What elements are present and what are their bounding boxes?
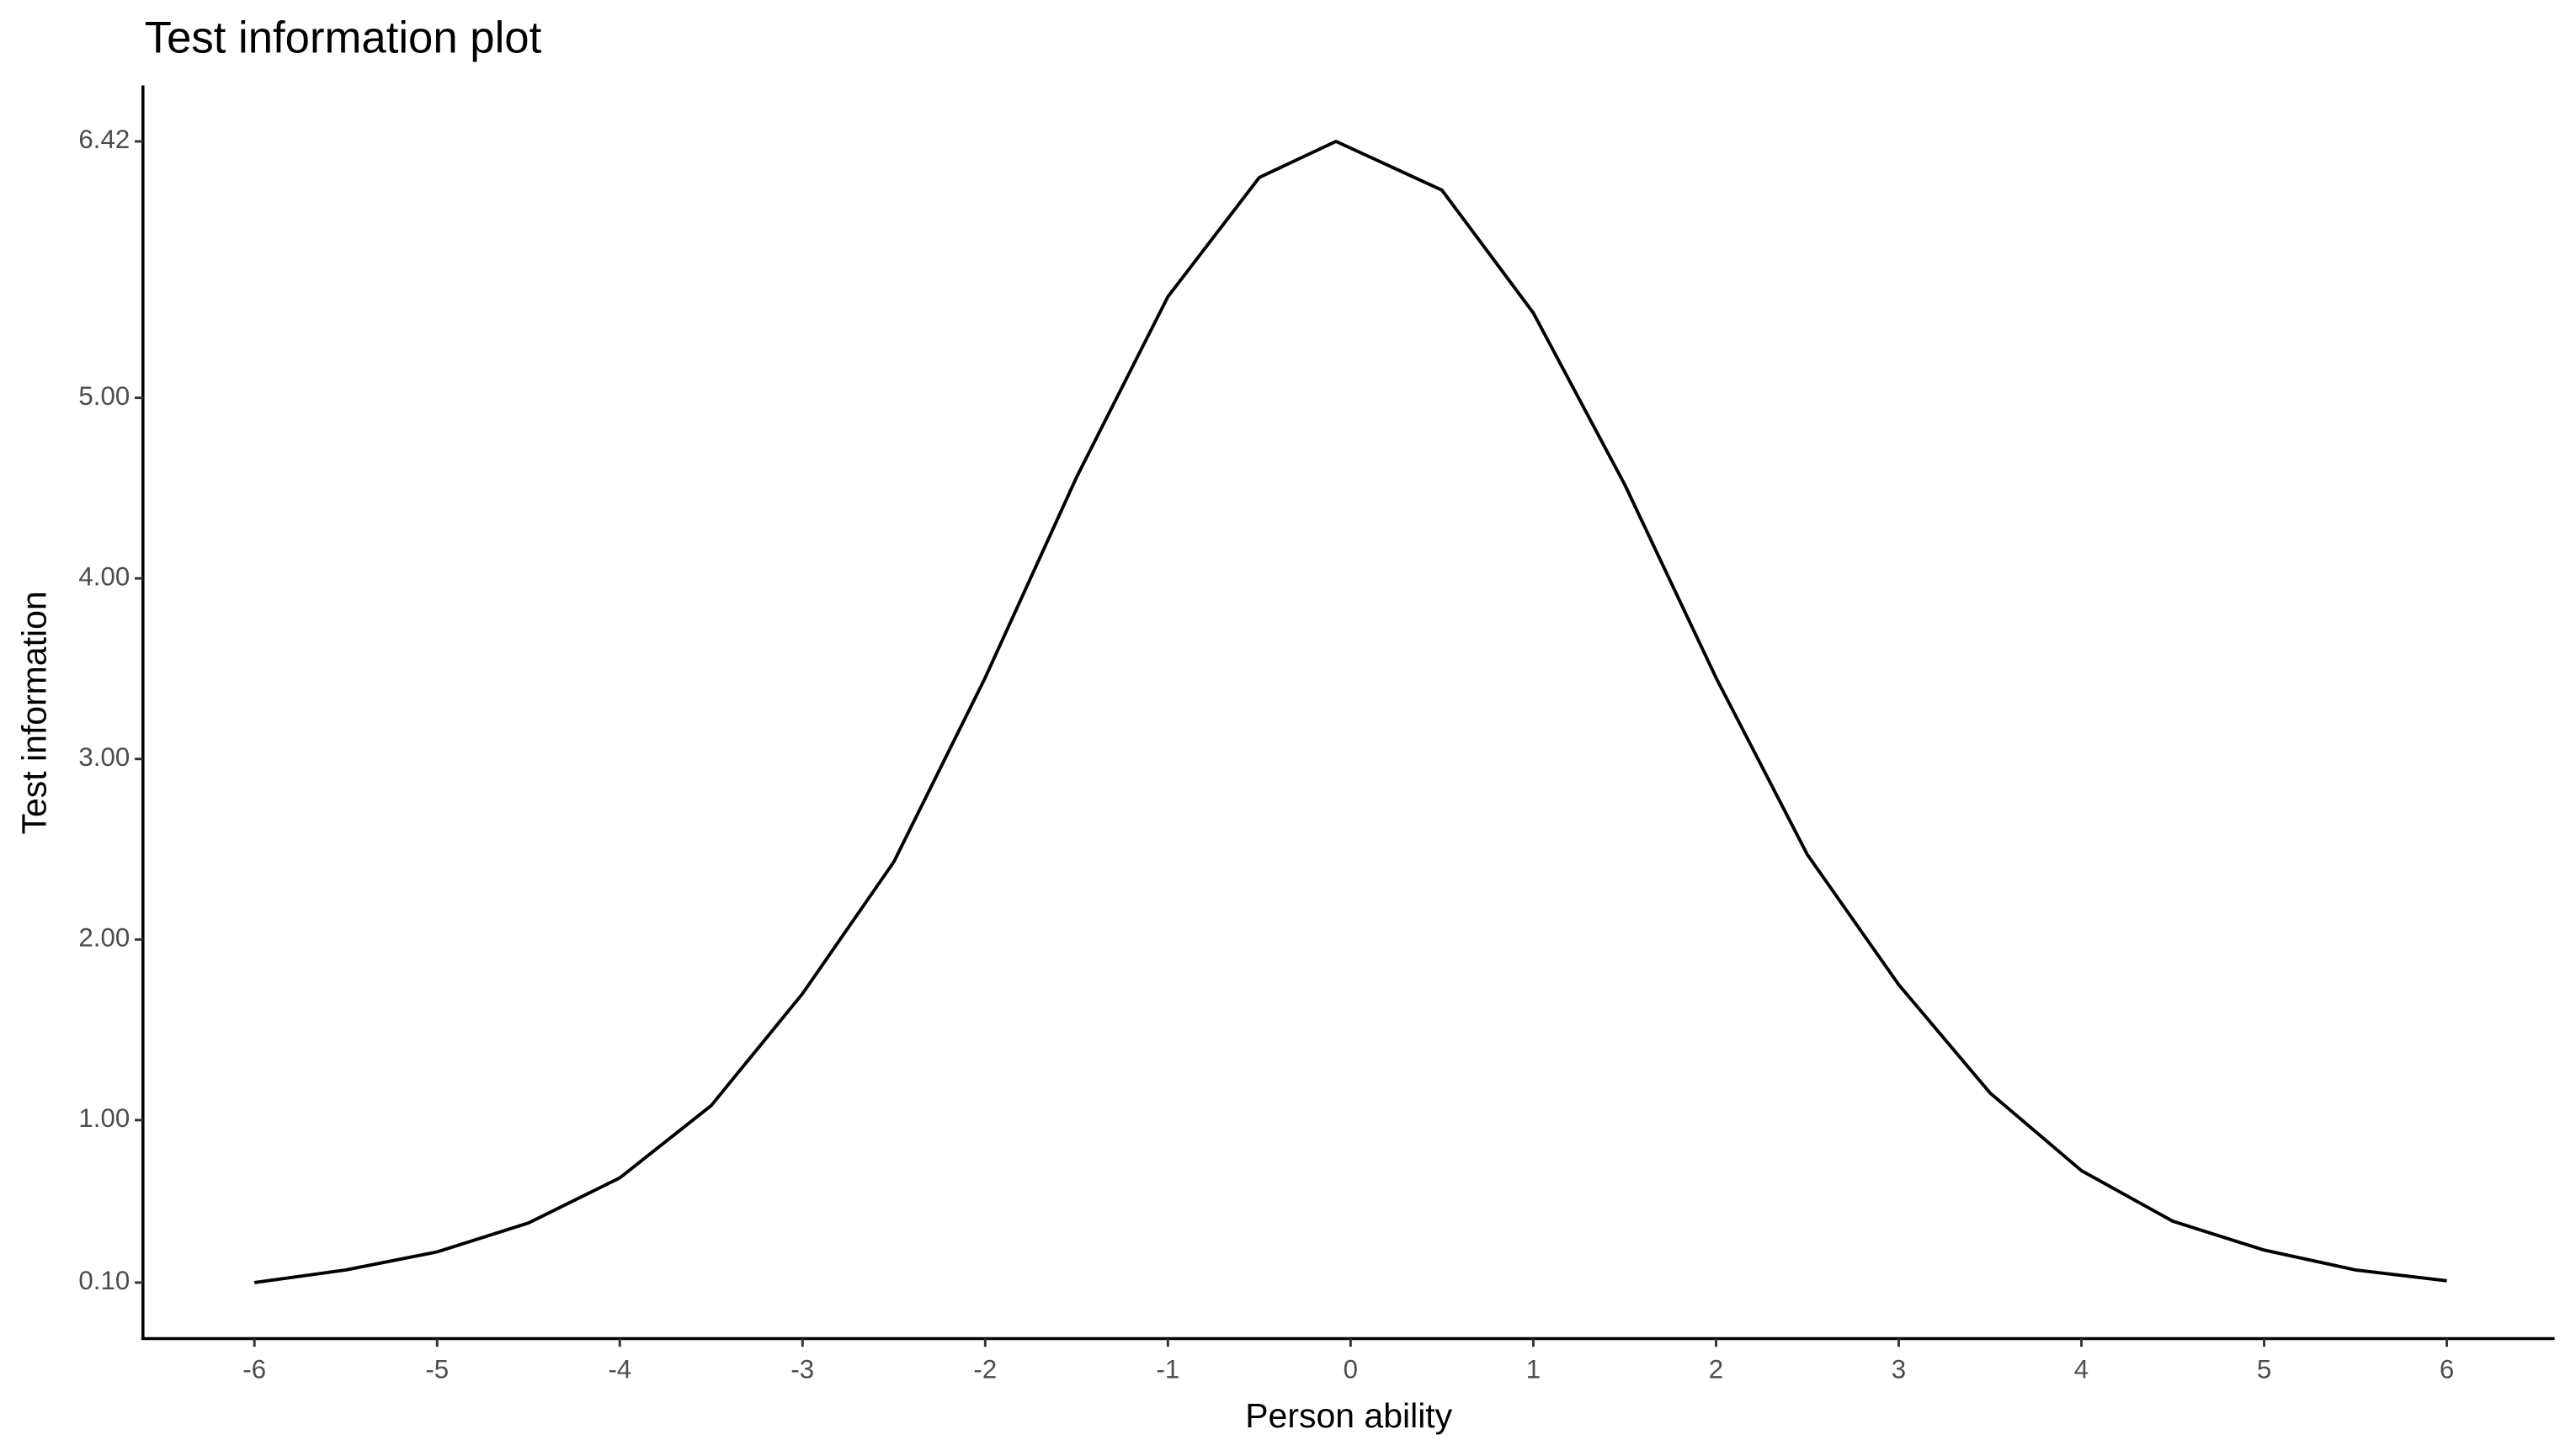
x-tick-label: -4: [608, 1355, 631, 1384]
x-tick-label: 4: [2074, 1355, 2089, 1384]
x-tick-label: -5: [425, 1355, 449, 1384]
x-axis-title: Person ability: [1245, 1396, 1452, 1435]
y-tick-label: 4.00: [78, 561, 130, 591]
x-tick-label: 5: [2257, 1355, 2271, 1384]
x-tick-label: -1: [1156, 1355, 1179, 1384]
chart-title: Test information plot: [145, 13, 542, 62]
x-tick-label: 1: [1526, 1355, 1541, 1384]
x-tick-label: 6: [2440, 1355, 2454, 1384]
y-tick-label: 1.00: [78, 1103, 130, 1133]
y-axis-title: Test information: [15, 591, 54, 834]
x-tick-label: 2: [1709, 1355, 1723, 1384]
y-tick-label: 0.10: [78, 1266, 130, 1295]
y-tick-label: 5.00: [78, 381, 130, 411]
x-tick-label: 0: [1344, 1355, 1358, 1384]
y-tick-label: 6.42: [78, 125, 130, 154]
x-tick-label: -6: [242, 1355, 266, 1384]
series-line: [253, 140, 2447, 1284]
y-tick-label: 2.00: [78, 923, 130, 953]
y-tick-label: 3.00: [78, 742, 130, 772]
x-tick-label: -2: [973, 1355, 997, 1384]
x-tick-label: 3: [1892, 1355, 1906, 1384]
x-tick-label: -3: [790, 1355, 814, 1384]
